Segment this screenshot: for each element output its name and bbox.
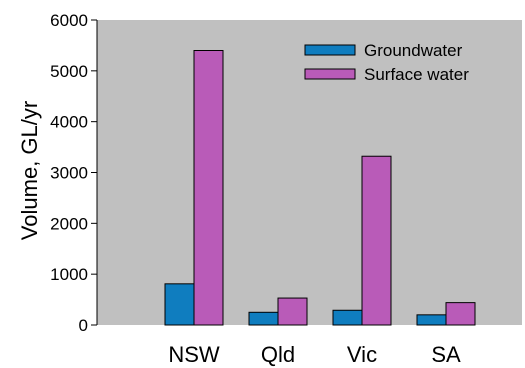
x-category-label: Vic (347, 342, 377, 367)
y-tick-label: 1000 (50, 265, 88, 284)
bar-sa-surface-water (445, 302, 476, 326)
y-tick-label: 0 (79, 316, 88, 335)
y-axis-ticks: 0 1000 2000 3000 4000 5000 6000 (50, 11, 97, 335)
x-axis-labels: NSW Qld Vic SA (168, 342, 461, 367)
legend-swatch (304, 68, 356, 80)
legend-swatch (304, 44, 356, 56)
y-axis-title: Volume, GL/yr (17, 101, 42, 240)
bar-sa-groundwater (416, 314, 447, 326)
bar-qld-surface-water (277, 297, 308, 326)
legend-label: Surface water (364, 65, 469, 84)
y-tick-label: 5000 (50, 62, 88, 81)
bar-nsw-surface-water (193, 50, 224, 326)
y-tick-label: 4000 (50, 113, 88, 132)
bar-vic-groundwater (332, 309, 363, 326)
x-category-label: SA (431, 342, 461, 367)
bar-nsw-groundwater (164, 283, 195, 326)
bars-group (164, 50, 476, 326)
x-category-label: NSW (168, 342, 220, 367)
y-tick-label: 6000 (50, 11, 88, 30)
legend: Groundwater Surface water (304, 41, 469, 84)
x-category-label: Qld (261, 342, 295, 367)
legend-label: Groundwater (364, 41, 463, 60)
y-tick-label: 3000 (50, 164, 88, 183)
bar-qld-groundwater (248, 311, 279, 326)
bar-vic-surface-water (361, 155, 392, 326)
y-tick-label: 2000 (50, 214, 88, 233)
